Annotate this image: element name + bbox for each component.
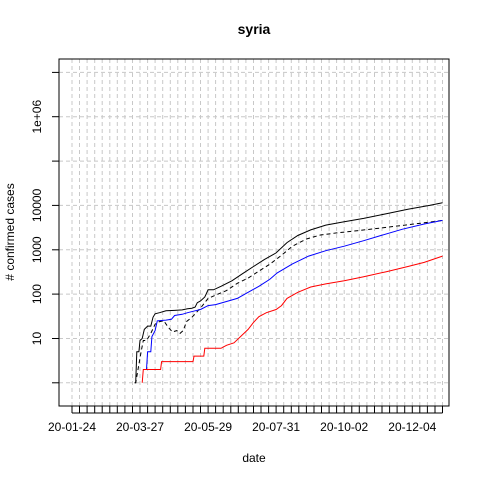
y-tick-label: 100 <box>30 284 44 304</box>
grid <box>59 59 449 406</box>
x-axis-label: date <box>242 451 266 465</box>
x-tick-label: 20-01-24 <box>48 420 96 434</box>
x-tick-label: 20-05-29 <box>184 420 232 434</box>
x-tick-label: 20-07-31 <box>252 420 300 434</box>
chart-title: syria <box>238 21 271 37</box>
x-tick-label: 20-12-04 <box>388 420 436 434</box>
x-tick-label: 20-10-02 <box>320 420 368 434</box>
y-tick-label: 10000 <box>30 188 44 222</box>
series-line-1 <box>134 202 443 384</box>
y-axis-label: # confirmed cases <box>3 183 17 280</box>
y-tick-label: 1000 <box>30 236 44 263</box>
y-axis: 10 100 1000 10000 1e+06 <box>30 71 59 384</box>
y-tick-label: 10 <box>30 332 44 346</box>
series-line-2 <box>134 219 443 384</box>
x-tick-label: 20-03-27 <box>116 420 164 434</box>
series-line-4 <box>141 255 443 383</box>
series-group <box>134 202 443 384</box>
series-line-3 <box>143 219 443 370</box>
x-axis: 20-01-24 20-03-27 20-05-29 20-07-31 20-10-02… <box>48 406 443 434</box>
y-tick-label: 1e+06 <box>30 100 44 134</box>
